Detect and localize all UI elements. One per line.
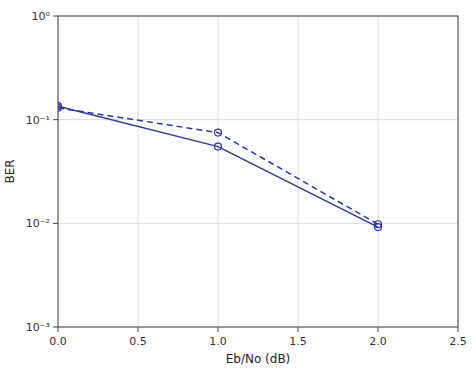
marker bbox=[58, 104, 62, 111]
grid bbox=[58, 16, 458, 327]
tick-label: 10⁻² bbox=[26, 217, 50, 230]
axes: 0.0 0.5 1.0 1.5 2.0 2.5 10⁻³ 10⁻² 10⁻¹ 10⁰ bbox=[26, 10, 467, 348]
series-line bbox=[58, 106, 378, 227]
tick bbox=[53, 327, 58, 328]
tick-label: 10⁰ bbox=[32, 10, 51, 23]
tick-label: 1.0 bbox=[209, 335, 227, 348]
chart: 0.0 0.5 1.0 1.5 2.0 2.5 10⁻³ 10⁻² 10⁻¹ 10⁰ Eb/No (… bbox=[0, 0, 474, 373]
tick bbox=[53, 16, 58, 17]
tick bbox=[58, 327, 59, 332]
tick-label: 0.5 bbox=[129, 335, 147, 348]
tick bbox=[53, 223, 58, 224]
tick-label: 10⁻¹ bbox=[26, 114, 50, 127]
grid-line bbox=[138, 16, 139, 327]
grid-line bbox=[298, 16, 299, 327]
plot-area bbox=[58, 16, 458, 327]
tick bbox=[298, 327, 299, 332]
tick bbox=[138, 327, 139, 332]
y-axis-label: BER bbox=[3, 159, 17, 183]
plot-frame bbox=[58, 16, 458, 327]
grid-line bbox=[378, 16, 379, 327]
grid-line bbox=[58, 119, 458, 120]
tick-label: 0.0 bbox=[49, 335, 67, 348]
tick bbox=[53, 119, 58, 120]
series-group bbox=[58, 103, 382, 231]
grid-line bbox=[218, 16, 219, 327]
tick-label: 2.0 bbox=[369, 335, 387, 348]
tick-label: 1.5 bbox=[289, 335, 307, 348]
tick bbox=[458, 327, 459, 332]
x-axis-label: Eb/No (dB) bbox=[226, 352, 291, 366]
marker bbox=[215, 129, 222, 136]
tick bbox=[218, 327, 219, 332]
tick bbox=[378, 327, 379, 332]
series-line bbox=[58, 108, 378, 224]
tick-label: 10⁻³ bbox=[26, 321, 50, 334]
marker bbox=[375, 221, 382, 228]
tick-label: 2.5 bbox=[449, 335, 467, 348]
grid-line bbox=[58, 223, 458, 224]
marker bbox=[215, 143, 222, 150]
